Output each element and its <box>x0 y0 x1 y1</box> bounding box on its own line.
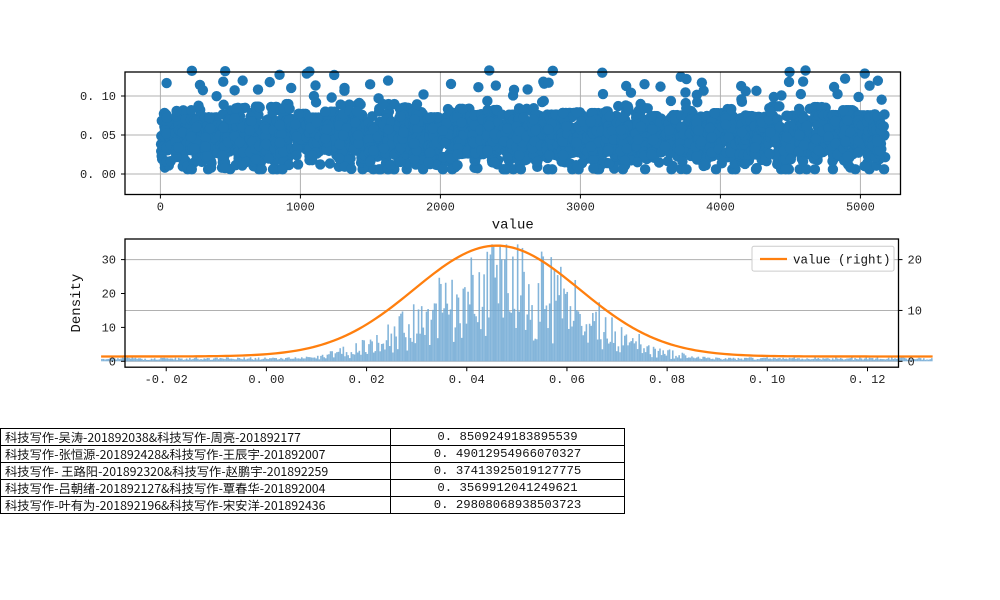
svg-text:0. 06: 0. 06 <box>549 373 585 387</box>
svg-text:value: value <box>492 218 534 234</box>
svg-text:value (right): value (right) <box>793 254 891 268</box>
svg-text:0: 0 <box>157 201 164 215</box>
svg-text:30: 30 <box>102 254 116 268</box>
svg-text:1000: 1000 <box>286 201 315 215</box>
svg-text:0. 04: 0. 04 <box>449 373 485 387</box>
svg-text:0. 08: 0. 08 <box>649 373 685 387</box>
svg-text:10: 10 <box>102 321 116 335</box>
svg-text:0: 0 <box>908 355 915 369</box>
svg-text:10: 10 <box>908 304 922 318</box>
svg-text:20: 20 <box>102 288 116 302</box>
svg-text:0. 02: 0. 02 <box>349 373 385 387</box>
svg-text:0. 00: 0. 00 <box>248 373 284 387</box>
svg-text:0. 10: 0. 10 <box>80 90 116 104</box>
svg-text:Density: Density <box>69 274 85 333</box>
svg-text:0. 10: 0. 10 <box>749 373 785 387</box>
svg-text:0: 0 <box>109 355 116 369</box>
svg-text:3000: 3000 <box>566 201 595 215</box>
svg-text:-0. 02: -0. 02 <box>145 373 188 387</box>
svg-text:5000: 5000 <box>846 201 875 215</box>
svg-text:20: 20 <box>908 254 922 268</box>
svg-text:4000: 4000 <box>706 201 735 215</box>
svg-text:0. 05: 0. 05 <box>80 129 116 143</box>
svg-text:0. 12: 0. 12 <box>849 373 885 387</box>
svg-text:2000: 2000 <box>426 201 455 215</box>
svg-text:0. 00: 0. 00 <box>80 168 116 182</box>
